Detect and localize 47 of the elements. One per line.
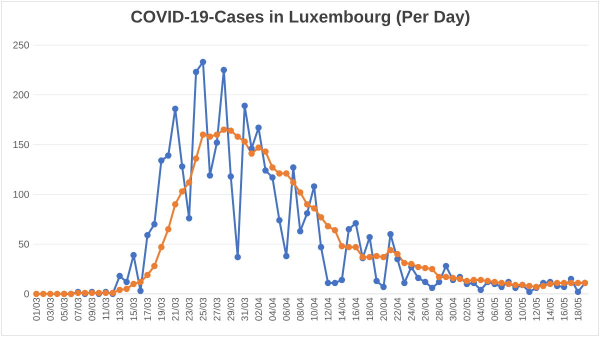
x-tick-label: 15/03	[130, 298, 138, 320]
x-tick-label: 18/04	[366, 298, 374, 320]
x-tick-label: 02/05	[463, 298, 470, 321]
x-tick-label: 06/05	[491, 298, 498, 321]
x-tick-label: 08/05	[505, 298, 512, 321]
x-tick-label: 28/04	[436, 298, 443, 321]
x-tick-label: 30/04	[450, 298, 456, 321]
x-tick-label: 13/03	[116, 298, 124, 320]
x-tick-label: 02/04	[255, 298, 262, 321]
x-tick-label: 12/05	[532, 298, 540, 320]
x-tick-label: 16/05	[560, 298, 568, 320]
x-tick-label: 04/05	[477, 298, 484, 321]
x-tick-label: 19/03	[158, 298, 165, 320]
x-tick-label: 25/03	[200, 298, 206, 321]
x-tick-label: 17/03	[144, 298, 151, 320]
x-tick-label: 07/03	[74, 298, 82, 321]
x-tick-label: 10/05	[518, 298, 526, 320]
x-tick-label: 20/04	[380, 298, 388, 321]
x-tick-label: 31/03	[241, 298, 248, 321]
x-tick-label: 29/03	[227, 298, 234, 321]
y-tick-label: 250	[13, 42, 29, 49]
y-tick-label: 100	[14, 190, 29, 198]
y-tick-label: 0	[24, 290, 29, 298]
x-tick-label: 16/04	[352, 298, 360, 320]
x-tick-label: 12/04	[324, 298, 332, 320]
x-tick-label: 08/04	[296, 298, 304, 321]
x-tick-label: 11/03	[102, 298, 110, 320]
x-tick-label: 05/03	[60, 298, 68, 321]
x-tick-label: 14/04	[338, 298, 346, 320]
y-tick-label: 200	[13, 91, 29, 98]
chart-title: COVID-19-Cases in Luxembourg (Per Day)	[131, 10, 470, 26]
x-tick-label: 26/04	[422, 298, 429, 321]
x-tick-label: 01/03	[32, 298, 40, 321]
x-tick-label: 09/03	[88, 298, 96, 321]
y-tick-label: 50	[18, 240, 29, 248]
y-tick-label: 150	[14, 141, 29, 148]
x-tick-label: 24/04	[408, 298, 415, 321]
x-tick-label: 14/05	[546, 298, 554, 320]
x-tick-label: 04/04	[268, 298, 276, 321]
x-tick-label: 22/04	[394, 298, 401, 321]
x-tick-label: 23/03	[186, 298, 193, 321]
x-tick-label: 18/05	[574, 298, 582, 320]
x-tick-label: 10/04	[310, 298, 318, 320]
x-tick-label: 21/03	[172, 298, 179, 321]
x-tick-label: 06/04	[282, 298, 290, 321]
x-tick-label: 03/03	[46, 298, 54, 321]
x-tick-label: 27/03	[213, 298, 220, 321]
